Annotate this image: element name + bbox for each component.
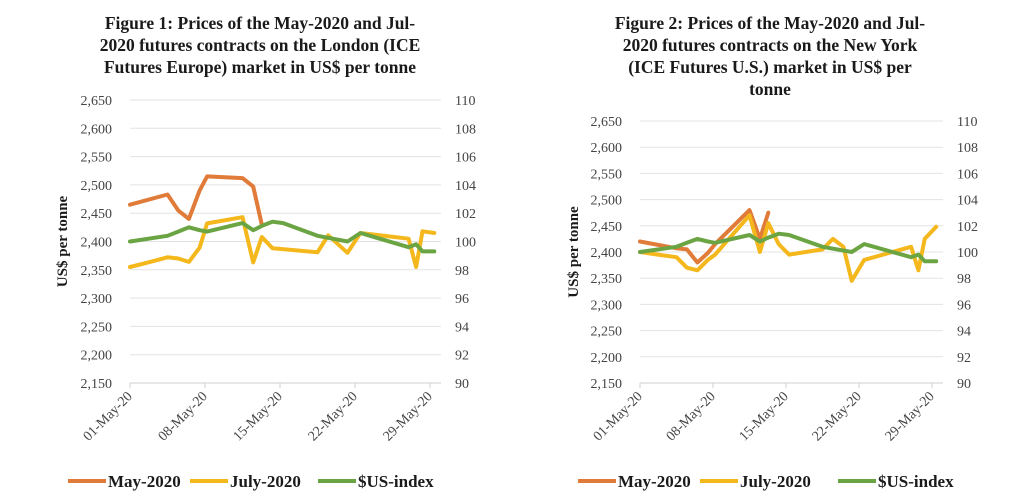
y-tick-label: 2,150 bbox=[81, 377, 113, 392]
x-tick-label: 08-May-20 bbox=[156, 389, 211, 444]
y2-tick-label: 102 bbox=[455, 207, 476, 222]
x-tick-label: 08-May-20 bbox=[664, 389, 719, 444]
y-tick-label: 2,350 bbox=[591, 272, 623, 287]
y2-tick-label: 108 bbox=[957, 141, 978, 156]
figure-2-title-line: Figure 2: Prices of the May-2020 and Jul… bbox=[614, 13, 926, 33]
y2-tick-label: 94 bbox=[455, 320, 469, 335]
y-tick-label: 2,550 bbox=[591, 167, 623, 182]
chart-2: 2,150 2,200 2,250 2,300 2,350 2,400 2,450 2,500… bbox=[566, 115, 978, 491]
y2-tick-label: 90 bbox=[957, 377, 971, 392]
y2-tick-label: 104 bbox=[455, 179, 476, 194]
series-line-july-2020 bbox=[128, 215, 437, 269]
y-tick-label: 2,650 bbox=[81, 94, 113, 109]
y-tick-label: 2,200 bbox=[81, 349, 113, 364]
legend-label-may-2020: May-2020 bbox=[108, 472, 181, 491]
figure-1-title-line: Figure 1: Prices of the May-2020 and Jul… bbox=[104, 13, 416, 33]
series-line-may-2020 bbox=[638, 208, 771, 265]
x-tick-label: 01-May-20 bbox=[591, 389, 646, 444]
figure-2-title-line: 2020 futures contracts on the New York bbox=[622, 35, 918, 55]
y2-tick-label: 96 bbox=[455, 292, 469, 307]
y2-tick-label: 98 bbox=[455, 264, 469, 279]
y-tick-label: 2,350 bbox=[81, 264, 113, 279]
y-tick-label: 2,550 bbox=[81, 151, 113, 166]
x-tick-label: 01-May-20 bbox=[81, 389, 136, 444]
y-tick-label: 2,500 bbox=[591, 194, 623, 209]
legend-label-may-2020: May-2020 bbox=[618, 472, 691, 491]
y2-tick-label: 92 bbox=[957, 351, 971, 366]
y-tick-label: 2,600 bbox=[81, 122, 113, 137]
y2-tick-label: 94 bbox=[957, 325, 971, 340]
y-tick-label: 2,650 bbox=[591, 115, 623, 130]
x-tick-label: 29-May-20 bbox=[883, 389, 938, 444]
y-tick-label: 2,600 bbox=[591, 141, 623, 156]
y-axis-title: US$ per tonne bbox=[566, 206, 582, 298]
y-tick-label: 2,250 bbox=[81, 320, 113, 335]
y-tick-label: 2,250 bbox=[591, 325, 623, 340]
y2-tick-label: 102 bbox=[957, 220, 978, 235]
x-tick-label: 29-May-20 bbox=[381, 389, 436, 444]
x-tick-label: 22-May-20 bbox=[810, 389, 865, 444]
y2-tick-label: 100 bbox=[957, 246, 978, 261]
y2-tick-label: 96 bbox=[957, 298, 971, 313]
y-tick-label: 2,500 bbox=[81, 179, 113, 194]
y-tick-label: 2,400 bbox=[591, 246, 623, 261]
y-tick-label: 2,450 bbox=[81, 207, 113, 222]
y2-tick-label: 110 bbox=[455, 94, 475, 109]
y2-tick-label: 106 bbox=[957, 167, 978, 182]
legend-label-july-2020: July-2020 bbox=[740, 472, 811, 491]
x-tick-label: 15-May-20 bbox=[231, 389, 286, 444]
figure-2-title: Figure 2: Prices of the May-2020 and Jul… bbox=[560, 12, 980, 100]
x-tick-label: 15-May-20 bbox=[737, 389, 792, 444]
series-line-us-index bbox=[638, 231, 939, 264]
y-tick-label: 2,300 bbox=[81, 292, 113, 307]
series-line-us-index bbox=[128, 219, 437, 254]
y2-tick-label: 92 bbox=[455, 349, 469, 364]
chart-1: 2,150 2,200 2,250 2,300 2,350 2,400 2,450 2,500… bbox=[55, 94, 476, 491]
x-tick-label: 22-May-20 bbox=[306, 389, 361, 444]
series-line-may-2020 bbox=[128, 174, 264, 227]
figure-2-title-line: (ICE Futures U.S.) market in US$ per bbox=[628, 57, 912, 77]
y-tick-label: 2,450 bbox=[591, 220, 623, 235]
y2-tick-label: 100 bbox=[455, 236, 476, 251]
y-tick-label: 2,200 bbox=[591, 351, 623, 366]
legend-label-us-index: $US-index bbox=[358, 472, 434, 491]
figure-1-title-line: 2020 futures contracts on the London (IC… bbox=[99, 35, 421, 55]
y2-tick-label: 108 bbox=[455, 122, 476, 137]
y2-tick-label: 104 bbox=[957, 194, 978, 209]
figure-1-title-line: Futures Europe) market in US$ per tonne bbox=[103, 57, 417, 77]
figure-1-title: Figure 1: Prices of the May-2020 and Jul… bbox=[60, 12, 460, 78]
y-axis-title: US$ per tonne bbox=[55, 195, 71, 287]
y2-tick-label: 110 bbox=[957, 115, 977, 130]
y2-tick-label: 98 bbox=[957, 272, 971, 287]
y2-tick-label: 106 bbox=[455, 151, 476, 166]
y-tick-label: 2,300 bbox=[591, 298, 623, 313]
legend-label-july-2020: July-2020 bbox=[230, 472, 301, 491]
legend-label-us-index: $US-index bbox=[878, 472, 954, 491]
figure-2-title-line: tonne bbox=[749, 79, 791, 99]
y-tick-label: 2,150 bbox=[591, 377, 623, 392]
y-tick-label: 2,400 bbox=[81, 236, 113, 251]
y2-tick-label: 90 bbox=[455, 377, 469, 392]
